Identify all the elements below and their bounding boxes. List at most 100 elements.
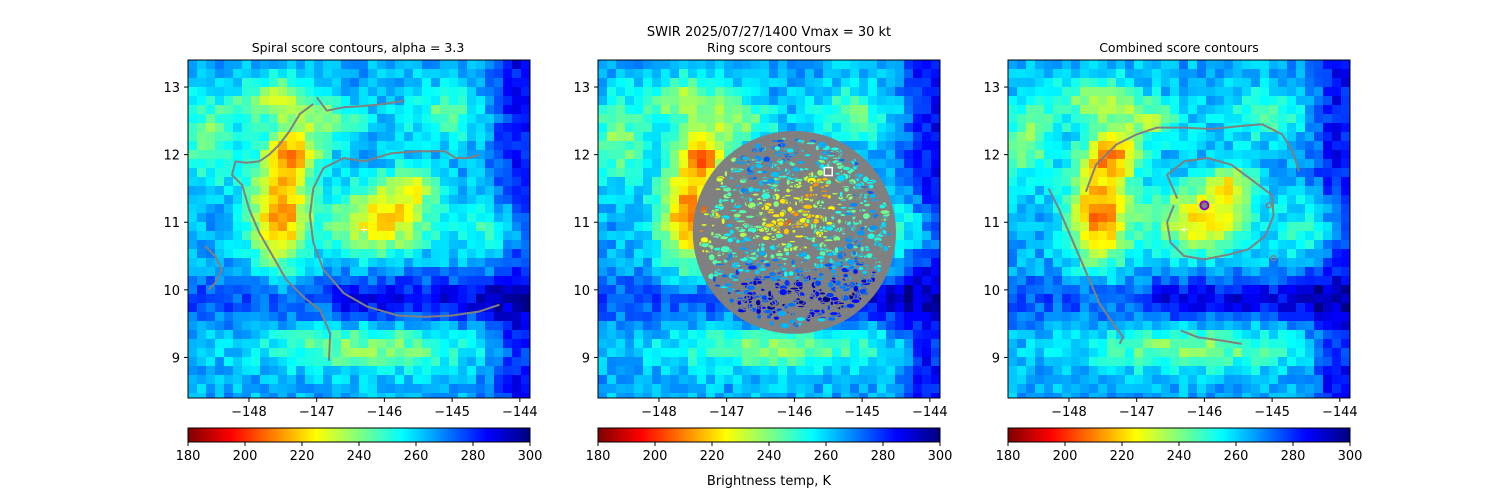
image-cell (634, 141, 644, 151)
ring-contour-blob (789, 286, 800, 291)
image-cell (679, 213, 689, 223)
image-cell (431, 384, 441, 394)
ring-contour-blob (818, 288, 823, 292)
image-cell (670, 285, 680, 295)
image-cell (1251, 159, 1261, 169)
image-cell (1314, 141, 1324, 151)
ring-contour-blob (698, 229, 705, 233)
image-cell (404, 114, 414, 124)
image-cell (413, 60, 423, 70)
image-cell (670, 312, 680, 322)
image-cell (359, 168, 369, 178)
image-cell (886, 78, 896, 88)
image-cell (233, 393, 243, 398)
image-cell (1017, 60, 1027, 70)
image-cell (521, 159, 530, 169)
ring-contour-blob (731, 188, 738, 192)
image-cell (859, 357, 869, 367)
image-cell (305, 366, 315, 376)
image-cell (503, 294, 513, 304)
image-cell (742, 366, 752, 376)
ring-contour-blob (848, 181, 854, 185)
image-cell (895, 303, 905, 313)
ring-contour-blob (788, 318, 796, 325)
image-cell (1134, 114, 1144, 124)
image-cell (1296, 132, 1306, 142)
ring-contour-blob (783, 227, 790, 236)
image-cell (305, 150, 315, 160)
image-cell (805, 78, 815, 88)
image-cell (287, 312, 297, 322)
image-cell (1044, 249, 1054, 259)
image-cell (1098, 222, 1108, 232)
image-cell (1314, 78, 1324, 88)
ring-contour-blob (850, 209, 857, 214)
image-cell (1107, 213, 1117, 223)
image-cell (386, 357, 396, 367)
image-cell (1278, 222, 1288, 232)
image-cell (503, 123, 513, 133)
y-tick-label: 11 (163, 216, 180, 231)
ring-contour-line (839, 230, 847, 238)
image-cell (206, 105, 216, 115)
image-cell (512, 393, 522, 398)
image-cell (652, 105, 662, 115)
image-cell (1071, 258, 1081, 268)
image-cell (206, 240, 216, 250)
image-cell (197, 114, 207, 124)
image-cell (350, 213, 360, 223)
image-cell (224, 312, 234, 322)
image-cell (607, 177, 617, 187)
image-cell (386, 231, 396, 241)
ring-contour-line (772, 264, 778, 270)
image-cell (296, 105, 306, 115)
image-cell (1341, 222, 1350, 232)
image-cell (1089, 114, 1099, 124)
image-cell (697, 276, 707, 286)
image-cell (1053, 276, 1063, 286)
image-cell (1053, 60, 1063, 70)
image-cell (1278, 204, 1288, 214)
image-cell (733, 96, 743, 106)
image-cell (1071, 276, 1081, 286)
image-cell (224, 114, 234, 124)
image-cell (476, 393, 486, 398)
image-cell (652, 186, 662, 196)
image-cell (278, 222, 288, 232)
image-cell (805, 96, 815, 106)
image-cell (431, 330, 441, 340)
image-cell (440, 375, 450, 385)
image-cell (688, 213, 698, 223)
image-cell (1026, 267, 1036, 277)
image-cell (422, 258, 432, 268)
image-cell (607, 366, 617, 376)
image-cell (431, 150, 441, 160)
ring-contour-line (856, 208, 863, 215)
image-cell (188, 60, 198, 70)
image-cell (521, 132, 530, 142)
image-cell (458, 240, 468, 250)
image-cell (751, 348, 761, 358)
ring-contour-blob (761, 235, 771, 241)
image-cell (206, 159, 216, 169)
image-cell (1098, 69, 1108, 79)
image-cell (521, 222, 530, 232)
image-cell (661, 105, 671, 115)
image-cell (1269, 213, 1279, 223)
image-cell (616, 204, 626, 214)
image-cell (859, 330, 869, 340)
image-cell (679, 195, 689, 205)
image-cell (269, 303, 279, 313)
image-cell (1089, 249, 1099, 259)
image-cell (242, 303, 252, 313)
ring-contour-blob (735, 183, 741, 188)
image-cell (895, 150, 905, 160)
image-cell (215, 303, 225, 313)
image-cell (188, 114, 198, 124)
image-cell (904, 276, 914, 286)
image-cell (913, 213, 923, 223)
image-cell (859, 384, 869, 394)
image-cell (314, 249, 324, 259)
image-cell (1125, 222, 1135, 232)
image-cell (332, 60, 342, 70)
